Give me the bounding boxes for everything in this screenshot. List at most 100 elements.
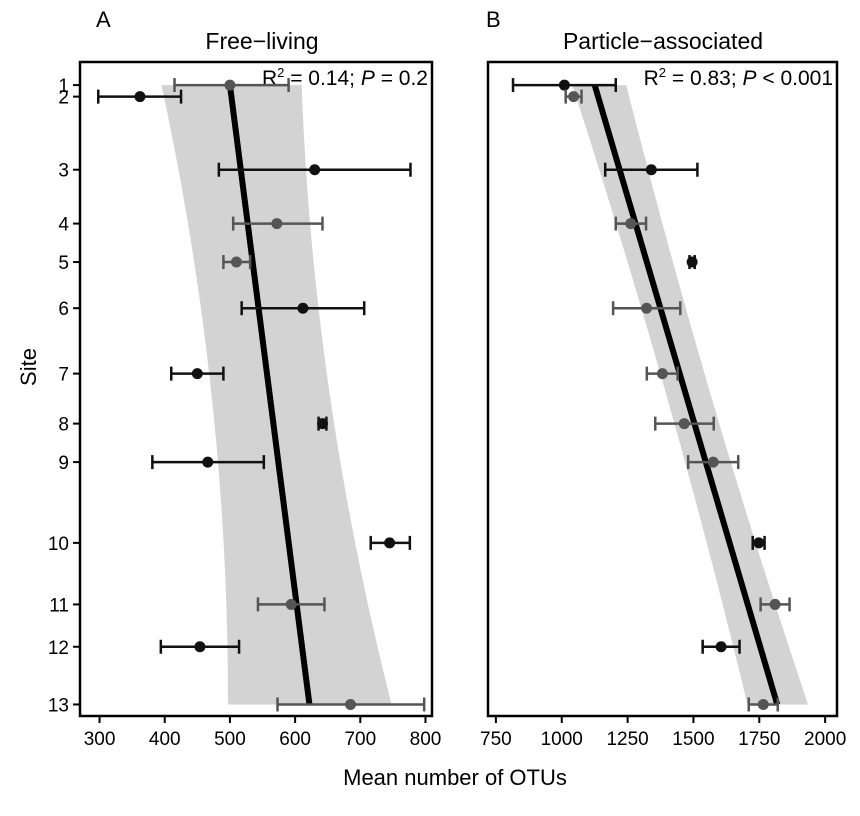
panel-b-site-5-marker	[686, 255, 698, 270]
panel-b-confidence-band	[572, 85, 809, 705]
panel-a-y-tick-label: 9	[58, 453, 69, 474]
panel-a-site-1-point	[224, 79, 236, 91]
panel-a-y-tick-label: 3	[58, 161, 69, 182]
panel-a-x-tick-label: 400	[149, 729, 181, 750]
panel-b-points-layer	[511, 78, 791, 712]
panel-b-stat-annotation: R2 = 0.83; P < 0.001	[644, 65, 833, 90]
panel-a-x-tick-label: 800	[410, 729, 442, 750]
panel-a-site-13-point	[345, 698, 357, 710]
panel-a-site-10-point	[384, 537, 396, 549]
panel-b-x-tick-label: 2000	[804, 729, 846, 750]
panel-a-confidence-band	[161, 85, 392, 705]
panel-a-x-tick-label: 500	[214, 729, 246, 750]
panel-b-p-value: < 0.001	[757, 67, 833, 90]
panel-a-plot-frame	[78, 60, 434, 718]
panel-a-site-7-marker	[170, 366, 225, 381]
panel-b-r2-value: = 0.83;	[666, 67, 742, 90]
panel-a-site-4-point	[271, 218, 283, 230]
panel-a-x-tick-label: 700	[344, 729, 376, 750]
panel-b-site-13-point	[757, 698, 769, 710]
panel-b-x-tick-label: 1750	[738, 729, 780, 750]
panel-a-site-5-marker	[222, 255, 252, 270]
panel-a-y-tick-label: 11	[49, 595, 69, 616]
panel-b-p-symbol: P	[743, 67, 757, 90]
panel-b-regression-line	[591, 84, 781, 706]
panel-a-site-5-point	[230, 256, 242, 268]
panel-b-site-7-marker	[645, 366, 679, 381]
panel-a-free-living: A Free−living R2 = 0.14; P = 0.2 1234567…	[48, 7, 441, 750]
panel-b-site-7-point	[656, 368, 668, 380]
panel-a-y-tick-label: 2	[58, 88, 69, 109]
panel-b-site-4-marker	[614, 216, 648, 231]
panel-b-site-4-point	[625, 218, 637, 230]
panel-b-r2-superscript: 2	[659, 65, 666, 80]
panel-a-stat-annotation: R2 = 0.14; P = 0.2	[262, 65, 428, 90]
panel-a-site-3-point	[309, 164, 321, 176]
panel-a-y-tick-label: 10	[48, 534, 69, 555]
panel-a-site-9-point	[202, 456, 214, 468]
panel-b-site-1-marker	[511, 78, 617, 93]
panel-b-site-10-marker	[751, 535, 766, 550]
panel-a-site-9-marker	[151, 455, 266, 470]
panel-b-fit-line-layer	[591, 84, 781, 706]
panel-a-site-10-marker	[369, 535, 412, 550]
panel-b-site-2-marker	[564, 89, 583, 104]
x-axis-title: Mean number of OTUs	[343, 765, 567, 790]
panel-a-x-tick-label: 300	[84, 729, 116, 750]
panel-b-site-12-point	[715, 641, 727, 653]
panel-b-confidence-band-layer	[572, 85, 809, 705]
panel-b-site-3-point	[645, 164, 657, 176]
panel-b-site-8-marker	[654, 416, 715, 431]
panel-b-site-11-marker	[759, 597, 791, 612]
panel-a-y-tick-label: 7	[58, 365, 69, 386]
panel-a-confidence-band-layer	[161, 85, 392, 705]
panel-b-site-9-point	[707, 456, 719, 468]
panel-a-points-layer	[97, 78, 426, 712]
panel-b-plot-frame	[486, 60, 839, 718]
panel-b-site-5-point	[686, 256, 698, 268]
panel-b-letter: B	[486, 7, 501, 32]
panel-a-site-8-marker	[316, 416, 328, 431]
panel-a-y-tick-label: 6	[58, 299, 69, 320]
panel-a-y-tick-label: 1	[58, 76, 69, 97]
panel-a-y-tick-label: 5	[58, 253, 69, 274]
panel-a-site-6-marker	[240, 301, 366, 316]
panel-a-y-tick-label: 12	[48, 638, 69, 659]
panel-b-site-2-point	[568, 91, 580, 103]
panel-a-x-tick-label: 600	[279, 729, 311, 750]
panel-a-site-11-marker	[256, 597, 326, 612]
panel-a-site-11-point	[285, 598, 297, 610]
panel-b-site-1-point	[558, 79, 570, 91]
panel-a-r2-superscript: 2	[277, 65, 284, 80]
panel-a-x-axis: 300 400 500 600 700 800	[84, 716, 442, 750]
panel-a-site-12-point	[194, 641, 206, 653]
panel-a-y-tick-label: 4	[58, 215, 69, 236]
panel-a-letter: A	[96, 7, 111, 32]
panel-b-site-9-marker	[686, 455, 740, 470]
panel-a-site-6-point	[297, 302, 309, 314]
panel-a-site-1-marker	[173, 78, 290, 93]
panel-a-title: Free−living	[205, 28, 318, 54]
panel-a-site-7-point	[191, 368, 203, 380]
panel-a-site-13-marker	[276, 697, 426, 712]
panel-b-x-tick-label: 1250	[606, 729, 648, 750]
panel-a-p-symbol: P	[361, 67, 375, 90]
panel-a-y-tick-label: 13	[48, 695, 69, 716]
panel-b-r2-symbol: R	[644, 67, 659, 90]
panel-b-site-13-marker	[747, 697, 779, 712]
panel-b-x-tick-label: 1000	[541, 729, 583, 750]
panel-a-site-2-point	[134, 91, 146, 103]
panel-a-regression-line	[226, 84, 313, 705]
panel-b-site-6-point	[641, 302, 653, 314]
panel-b-site-3-marker	[603, 162, 699, 177]
panel-a-site-8-point	[316, 418, 328, 430]
panel-b-particle-associated: B Particle−associated R2 = 0.83; P < 0.0…	[480, 7, 846, 750]
panel-a-site-12-marker	[159, 639, 241, 654]
y-axis-title: Site	[16, 348, 41, 386]
panel-a-p-value: = 0.2	[375, 67, 428, 90]
panel-b-x-tick-label: 1500	[672, 729, 714, 750]
panel-a-r2-value: = 0.14;	[284, 67, 360, 90]
panel-b-site-8-point	[678, 418, 690, 430]
